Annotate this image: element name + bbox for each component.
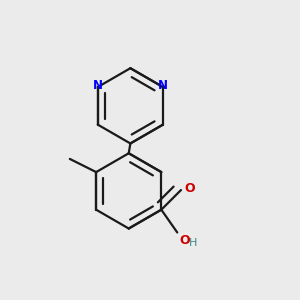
Text: H: H: [189, 238, 197, 248]
Text: O: O: [179, 234, 190, 247]
Text: O: O: [184, 182, 195, 195]
Text: N: N: [93, 79, 103, 92]
Text: N: N: [158, 79, 168, 92]
